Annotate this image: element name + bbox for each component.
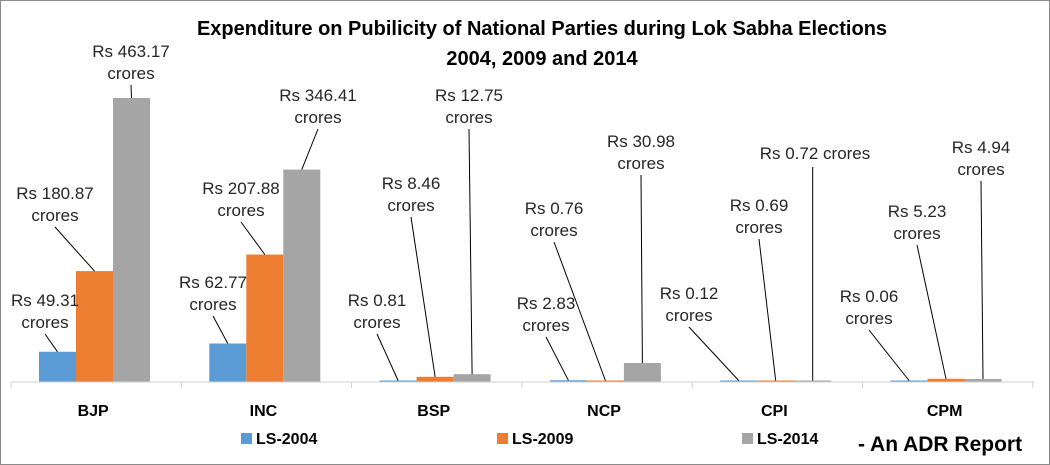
data-label-bsp-ls-2009: crores [387, 196, 434, 215]
data-label-bsp-ls-2014: crores [445, 108, 492, 127]
data-label-inc-ls-2009: Rs 207.88 [202, 179, 280, 198]
bar-cpi-ls-2014 [794, 380, 832, 382]
leader-lines [44, 84, 984, 381]
bar-ncp-ls-2004 [549, 380, 587, 382]
report-annotation: - An ADR Report [858, 433, 1022, 456]
bar-bjp-ls-2009 [76, 271, 113, 382]
chart-title-line: 2004, 2009 and 2014 [446, 48, 638, 70]
leader-line-bsp-ls-2009 [410, 216, 436, 377]
legend-label-ls-2004: LS-2004 [256, 431, 317, 448]
legend-swatch-ls-2014 [742, 433, 753, 444]
leader-line-ncp-ls-2009 [553, 241, 606, 381]
data-label-ncp-ls-2009: Rs 0.76 [525, 199, 584, 218]
leader-line-cpm-ls-2009 [916, 244, 947, 379]
leader-line-inc-ls-2009 [240, 221, 266, 255]
bar-cpm-ls-2004 [890, 380, 928, 382]
legend-swatch-ls-2004 [241, 433, 252, 444]
data-labels: Rs 49.31 crores Rs 180.87 crores Rs 463.17 cr… [11, 42, 1010, 335]
bar-ncp-ls-2014 [623, 363, 661, 382]
leader-line-cpm-ls-2004 [868, 329, 910, 381]
leader-line-bsp-ls-2004 [376, 333, 399, 381]
leader-line-inc-ls-2004 [212, 315, 229, 344]
data-label-bsp-ls-2014: Rs 12.75 [435, 86, 503, 105]
category-label-bjp: BJP [78, 403, 109, 420]
bar-inc-ls-2014 [283, 169, 321, 382]
bars [39, 98, 1002, 382]
legend: LS-2004 LS-2009 LS-2014 [241, 431, 818, 448]
category-label-inc: INC [250, 403, 278, 420]
data-label-cpi-ls-2014: Rs 0.72 crores [760, 144, 871, 163]
data-label-cpi-ls-2009: Rs 0.69 [730, 196, 789, 215]
bar-bsp-ls-2014 [453, 374, 491, 382]
data-label-inc-ls-2009: crores [217, 201, 264, 220]
chart-title-line: Expenditure on Pubilicity of National Pa… [197, 18, 887, 40]
data-label-bjp-ls-2009: crores [31, 206, 78, 225]
bar-cpm-ls-2009 [927, 378, 965, 382]
data-label-bjp-ls-2004: Rs 49.31 [11, 291, 79, 310]
bar-inc-ls-2009 [246, 254, 284, 382]
data-label-cpm-ls-2009: Rs 5.23 [888, 202, 947, 221]
data-label-inc-ls-2014: Rs 346.41 [279, 86, 357, 105]
category-label-ncp: NCP [587, 403, 621, 420]
leader-line-ncp-ls-2004 [545, 336, 569, 381]
legend-swatch-ls-2009 [497, 433, 508, 444]
data-label-bjp-ls-2014: Rs 463.17 [92, 42, 170, 61]
leader-line-cpm-ls-2014 [980, 180, 984, 380]
data-label-ncp-ls-2004: crores [522, 316, 569, 335]
legend-label-ls-2009: LS-2009 [512, 431, 573, 448]
data-label-inc-ls-2014: crores [294, 108, 341, 127]
bar-bjp-ls-2014 [113, 98, 150, 382]
leader-line-bjp-ls-2009 [54, 226, 95, 272]
data-label-cpm-ls-2004: crores [845, 309, 892, 328]
data-label-cpi-ls-2004: crores [665, 306, 712, 325]
data-label-cpi-ls-2004: Rs 0.12 [660, 284, 719, 303]
leader-line-cpi-ls-2009 [758, 238, 777, 381]
bar-cpi-ls-2009 [757, 380, 795, 382]
bar-bjp-ls-2004 [39, 351, 76, 382]
bar-bsp-ls-2009 [416, 376, 454, 382]
leader-line-bsp-ls-2014 [468, 128, 473, 375]
bar-cpi-ls-2004 [720, 380, 758, 382]
data-label-cpm-ls-2009: crores [893, 224, 940, 243]
category-label-cpm: CPM [927, 403, 963, 420]
category-label-bsp: BSP [417, 403, 450, 420]
data-label-bjp-ls-2004: crores [21, 313, 68, 332]
data-label-bsp-ls-2004: Rs 0.81 [348, 291, 407, 310]
bar-inc-ls-2004 [209, 343, 247, 382]
data-label-bsp-ls-2009: Rs 8.46 [382, 174, 441, 193]
data-label-cpi-ls-2009: crores [735, 218, 782, 237]
bar-ncp-ls-2009 [586, 380, 624, 382]
data-label-inc-ls-2004: crores [189, 295, 236, 314]
leader-line-bjp-ls-2014 [130, 84, 132, 99]
data-label-ncp-ls-2009: crores [530, 221, 577, 240]
leader-line-bjp-ls-2004 [44, 333, 58, 353]
data-label-ncp-ls-2014: Rs 30.98 [607, 132, 675, 151]
leader-line-ncp-ls-2014 [640, 174, 643, 364]
bar-cpm-ls-2014 [964, 378, 1002, 382]
data-label-cpm-ls-2004: Rs 0.06 [840, 287, 899, 306]
data-label-cpm-ls-2014: Rs 4.94 [952, 138, 1011, 157]
chart-title: Expenditure on Pubilicity of National Pa… [197, 18, 887, 70]
leader-line-inc-ls-2014 [301, 128, 319, 170]
data-label-cpm-ls-2014: crores [957, 160, 1004, 179]
legend-label-ls-2014: LS-2014 [757, 431, 818, 448]
data-label-ncp-ls-2004: Rs 2.83 [517, 294, 576, 313]
data-label-bjp-ls-2009: Rs 180.87 [16, 184, 94, 203]
leader-line-cpi-ls-2004 [688, 326, 740, 381]
data-label-bsp-ls-2004: crores [353, 313, 400, 332]
bar-bsp-ls-2004 [379, 380, 417, 382]
category-label-cpi: CPI [761, 403, 788, 420]
data-label-bjp-ls-2014: crores [107, 64, 154, 83]
category-labels: BJP INC BSP NCP CPI CPM [10, 382, 1034, 420]
data-label-inc-ls-2004: Rs 62.77 [179, 273, 247, 292]
data-label-ncp-ls-2014: crores [617, 154, 664, 173]
